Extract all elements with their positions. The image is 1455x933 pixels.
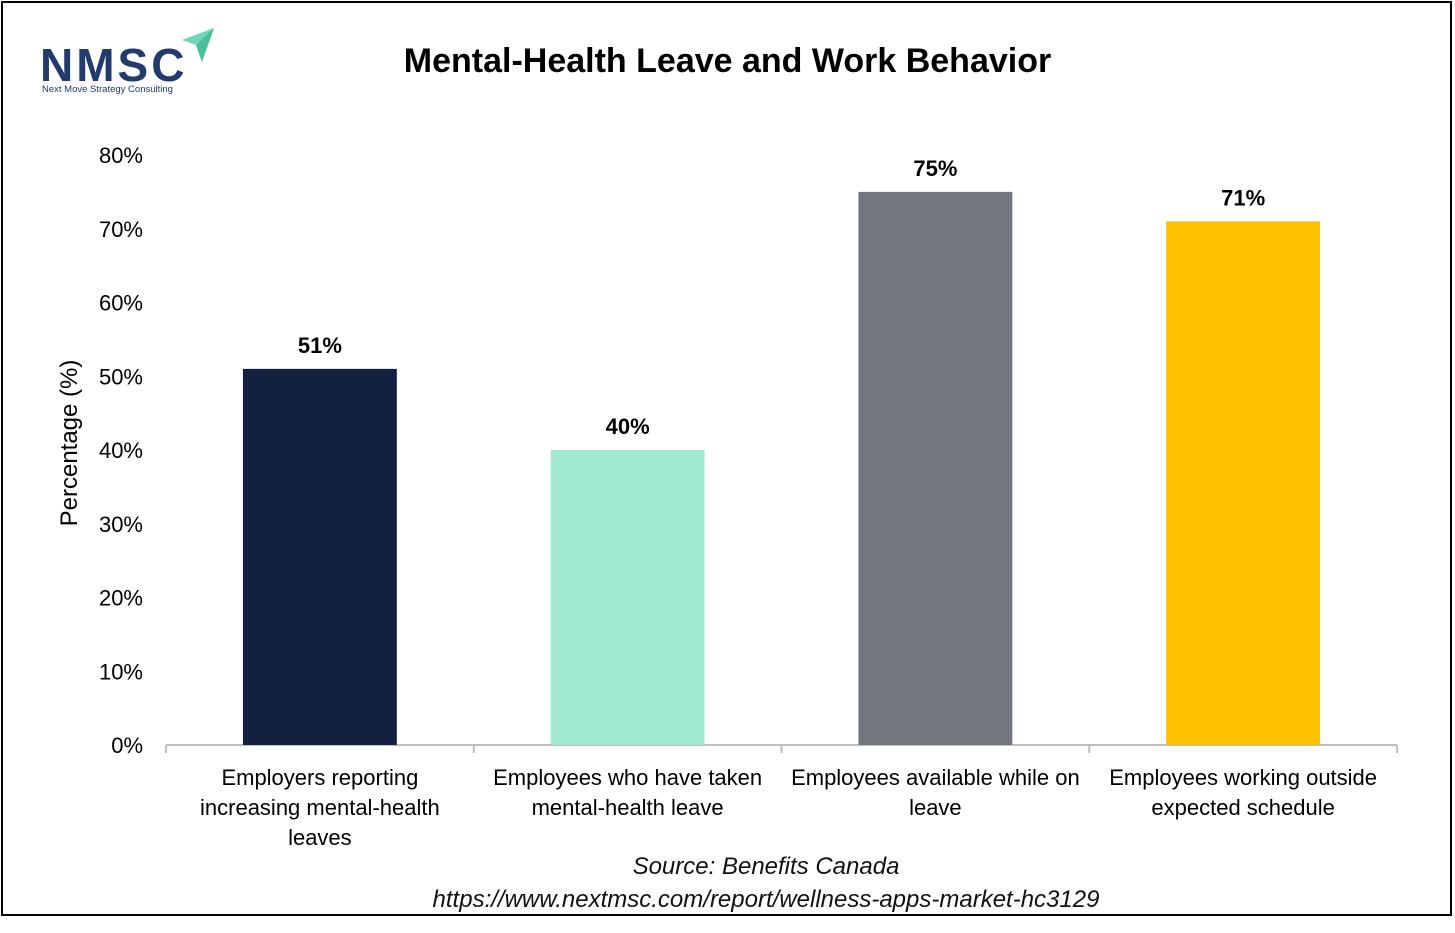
x-category-label: expected schedule <box>1151 795 1334 820</box>
y-tick-label: 60% <box>99 291 143 316</box>
data-label: 71% <box>1221 185 1265 210</box>
y-tick-label: 50% <box>99 364 143 389</box>
x-category-label: Employees who have taken <box>493 765 762 790</box>
bar <box>550 450 705 745</box>
logo-tagline: Next Move Strategy Consulting <box>42 84 173 95</box>
bar <box>858 191 1013 745</box>
x-category-label: leaves <box>288 825 352 850</box>
arrow-icon <box>182 28 214 62</box>
data-label: 40% <box>606 414 650 439</box>
x-category-label: Employees working outside <box>1109 765 1377 790</box>
y-tick-label: 0% <box>111 733 143 758</box>
x-category-label: Employers reporting <box>221 765 418 790</box>
source-line: Source: Benefits Canada <box>632 853 900 880</box>
x-category-label: Employees available while on <box>791 765 1080 790</box>
x-category-label: mental-health leave <box>532 795 724 820</box>
y-tick-label: 30% <box>99 512 143 537</box>
x-category-label: leave <box>909 795 962 820</box>
y-axis-label: Percentage (%) <box>56 360 83 527</box>
data-label: 51% <box>298 333 342 358</box>
y-tick-label: 70% <box>99 217 143 242</box>
data-label: 75% <box>913 156 957 181</box>
y-tick-label: 80% <box>99 143 143 168</box>
source-url: https://www.nextmsc.com/report/wellness-… <box>432 886 1100 913</box>
nmsc-logo: NMSC Next Move Strategy Consulting <box>40 28 215 100</box>
chart-title: Mental-Health Leave and Work Behavior <box>403 42 1052 80</box>
y-tick-label: 40% <box>99 438 143 463</box>
bar <box>1166 221 1321 745</box>
logo-wordmark: NMSC <box>40 39 188 91</box>
y-tick-label: 20% <box>99 586 143 611</box>
y-tick-label: 10% <box>99 659 143 684</box>
bar <box>242 368 397 745</box>
x-category-label: increasing mental-health <box>200 795 440 820</box>
